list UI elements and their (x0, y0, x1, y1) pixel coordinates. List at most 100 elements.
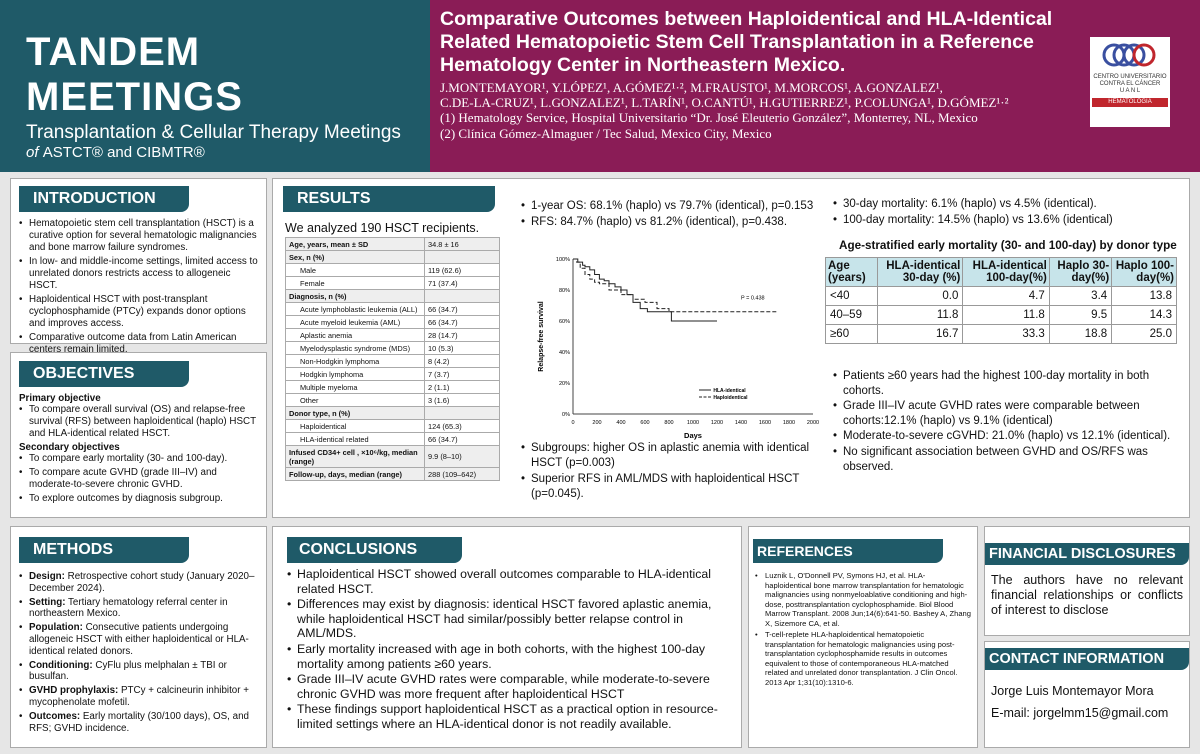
meeting-orgs: of ASTCT® and CIBMTR® (26, 144, 205, 161)
x-tick-label: 600 (640, 420, 649, 426)
methods-list: Design: Retrospective cohort study (Janu… (11, 571, 266, 734)
x-tick-label: 1600 (759, 420, 771, 426)
table-label-cell: Multiple myeloma (285, 380, 425, 394)
mortality-table: Age (years) HLA-identical 30-day (%) HLA-i… (824, 257, 1177, 344)
financial-disclosures-heading: FINANCIAL DISCLOSURES (985, 543, 1189, 565)
references-panel: REFERENCES Luznik L, O'Donnell PV, Symon… (748, 526, 978, 748)
table-header-cell: Haplo 100-day(%) (1111, 257, 1177, 287)
table-cell: 3.4 (1048, 286, 1113, 306)
table-header-cell: Age (years) (824, 257, 879, 287)
gvhd-bullets: Patients ≥60 years had the highest 100-d… (833, 369, 1178, 475)
meeting-subtitle: Transplantation & Cellular Therapy Meeti… (26, 122, 401, 143)
result-bullet: 100-day mortality: 14.5% (haplo) vs 13.6… (833, 213, 1183, 228)
legend-label: HLA-identical (713, 388, 746, 394)
table-cell: 40–59 (824, 305, 879, 325)
logo-text-4: HEMATOLOGIA (1092, 98, 1168, 107)
result-bullet: 30-day mortality: 6.1% (haplo) vs 4.5% (… (833, 197, 1183, 212)
table-value-cell: 28 (14.7) (424, 328, 500, 342)
introduction-item: Comparative outcome data from Latin Amer… (19, 332, 258, 356)
table-label-cell: Diagnosis, n (%) (285, 289, 425, 303)
table-row: Female 71 (37.4) (285, 276, 500, 290)
table-value-cell (424, 250, 500, 264)
table-header-cell: Haplo 30-day(%) (1048, 257, 1113, 287)
table-cell: 0.0 (877, 286, 964, 306)
table-row: Multiple myeloma 2 (1.1) (285, 380, 500, 394)
table-row: <40 0.0 4.7 3.4 13.8 (824, 286, 1177, 306)
table-value-cell: 10 (5.3) (424, 341, 500, 355)
results-heading: RESULTS (283, 186, 495, 212)
table-value-cell: 124 (65.3) (424, 419, 500, 433)
table-label-cell: Donor type, n (%) (285, 406, 425, 420)
poster-header: Comparative Outcomes between Haploidenti… (430, 0, 1200, 172)
x-tick-label: 400 (616, 420, 625, 426)
table-value-cell (424, 289, 500, 303)
p-value-annotation: P = 0.438 (741, 295, 765, 301)
secondary-objective-item: To compare early mortality (30- and 100-… (19, 453, 258, 465)
table-label-cell: HLA-identical related (285, 432, 425, 446)
poster-title: Comparative Outcomes between Haploidenti… (440, 8, 1053, 76)
table-cell: ≥60 (824, 324, 879, 344)
baseline-characteristics-table: Age, years, mean ± SD 34.8 ± 16 Sex, n (%)… (285, 237, 500, 481)
table-header-row: Age (years) HLA-identical 30-day (%) HLA-i… (824, 257, 1177, 287)
table-label-cell: Non-Hodgkin lymphoma (285, 354, 425, 368)
affiliation-2: (2) Clínica Gómez-Almaguer / Tec Salud, … (440, 126, 772, 141)
result-bullet: Superior RFS in AML/MDS with haploidenti… (521, 472, 816, 502)
logo-text-2: CONTRA EL CÁNCER (1099, 81, 1161, 87)
introduction-item: In low- and middle-income settings, limi… (19, 256, 258, 292)
series-line-Haploidentical (573, 258, 777, 313)
table-row: Diagnosis, n (%) (285, 289, 500, 303)
y-tick-label: 60% (559, 319, 570, 325)
methods-item: Design: Retrospective cohort study (Janu… (19, 571, 258, 595)
table-row: Non-Hodgkin lymphoma 8 (4.2) (285, 354, 500, 368)
survival-bullets: 1-year OS: 68.1% (haplo) vs 79.7% (ident… (521, 199, 831, 230)
result-bullet: RFS: 84.7% (haplo) vs 81.2% (identical),… (521, 215, 831, 230)
table-label-cell: Hodgkin lymphoma (285, 367, 425, 381)
table-row: Haploidentical 124 (65.3) (285, 419, 500, 433)
result-bullet: No significant association between GVHD … (833, 445, 1178, 474)
table-label-cell: Female (285, 276, 425, 290)
table-row: Male 119 (62.6) (285, 263, 500, 277)
result-bullet: 1-year OS: 68.1% (haplo) vs 79.7% (ident… (521, 199, 831, 214)
results-intro: We analyzed 190 HSCT recipients. (285, 221, 480, 235)
conclusion-item: Early mortality increased with age in bo… (287, 642, 733, 671)
relapse-free-survival-chart: 0 200 400 600 800 1000 1200 1400 1600 1800 2000 0% 2… (538, 257, 819, 440)
table-row: Age, years, mean ± SD 34.8 ± 16 (285, 237, 500, 251)
table-row: Other 3 (1.6) (285, 393, 500, 407)
y-tick-label: 100% (556, 257, 570, 263)
table-header-cell: HLA-identical 30-day (%) (877, 257, 964, 287)
methods-item: Conditioning: CyFlu plus melphalan ± TBI… (19, 660, 258, 684)
table-row: Follow-up, days, median (range) 288 (109–… (285, 467, 500, 481)
meeting-banner: TANDEM MEETINGS Transplantation & Cellul… (0, 0, 430, 172)
legend-label: Haploidentical (713, 395, 748, 401)
contact-name: Jorge Luis Montemayor Mora (991, 684, 1154, 698)
introduction-item: Hematopoietic stem cell transplantation … (19, 218, 258, 254)
table-cell: 11.8 (962, 305, 1050, 325)
result-bullet: Moderate-to-severe cGVHD: 21.0% (haplo) … (833, 429, 1178, 444)
table-value-cell: 66 (34.7) (424, 432, 500, 446)
methods-panel: METHODS Design: Retrospective cohort stu… (10, 526, 267, 748)
table-value-cell: 3 (1.6) (424, 393, 500, 407)
y-axis-label: Relapse-free survival (538, 301, 545, 371)
table-value-cell: 7 (3.7) (424, 367, 500, 381)
x-axis-label: Days (684, 431, 702, 440)
y-tick-label: 0% (562, 412, 570, 418)
results-panel: RESULTS We analyzed 190 HSCT recipients.… (272, 178, 1190, 518)
contact-panel: CONTACT INFORMATION Jorge Luis Montemayo… (984, 641, 1190, 748)
primary-objective-heading: Primary objective (19, 393, 101, 404)
meeting-title: TANDEM MEETINGS (26, 30, 243, 119)
table-value-cell: 66 (34.7) (424, 315, 500, 329)
table-cell: 4.7 (962, 286, 1050, 306)
financial-disclosures-panel: FINANCIAL DISCLOSURES The authors have n… (984, 526, 1190, 636)
table-row: Infused CD34+ cell , ×10⁶/kg, median (ra… (285, 445, 500, 468)
table-row: Sex, n (%) (285, 250, 500, 264)
contact-email[interactable]: E-mail: jorgelmm15@gmail.com (991, 706, 1169, 720)
table-label-cell: Acute lymphoblastic leukemia (ALL) (285, 302, 425, 316)
authors-line-1: J.MONTEMAYOR¹, Y.LÓPEZ¹, A.GÓMEZ¹·², M.F… (440, 80, 943, 95)
x-tick-label: 1200 (711, 420, 723, 426)
table-label-cell: Sex, n (%) (285, 250, 425, 264)
table-row: Aplastic anemia 28 (14.7) (285, 328, 500, 342)
center-logo: CENTRO UNIVERSITARIO CONTRA EL CÁNCER U … (1090, 37, 1170, 127)
table-cell: 14.3 (1111, 305, 1177, 325)
contact-heading: CONTACT INFORMATION (985, 648, 1189, 670)
table-value-cell: 288 (109–642) (424, 467, 500, 481)
